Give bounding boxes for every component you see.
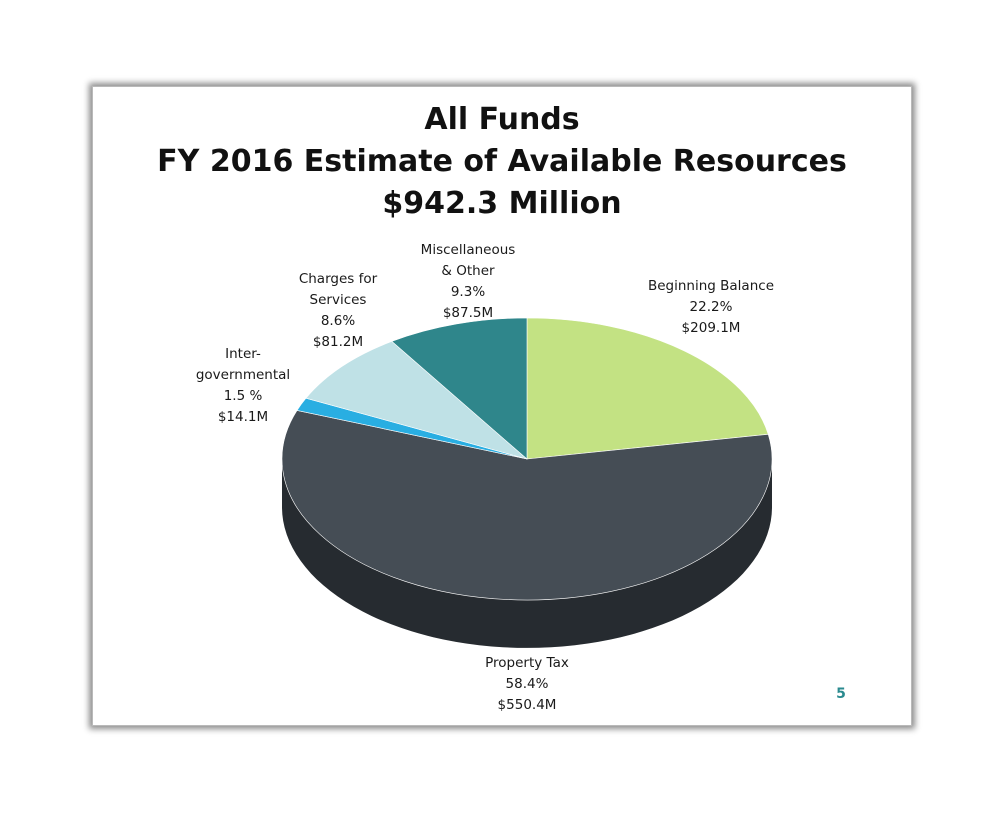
data-label-miscellaneous-other: Miscellaneous & Other 9.3% $87.5M	[421, 242, 516, 321]
data-label-charges-for-services: Charges for Services 8.6% $81.2M	[299, 271, 378, 350]
chart-title-line-2: FY 2016 Estimate of Available Resources	[157, 144, 847, 179]
pie-chart: Beginning Balance 22.2% $209.1M Property Ta…	[196, 242, 846, 713]
data-label-property-tax: Property Tax 58.4% $550.4M	[485, 655, 569, 713]
slide: All Funds FY 2016 Estimate of Available …	[92, 86, 912, 726]
pie-side-property-tax	[282, 459, 772, 648]
pie-slice-miscellaneous-other	[391, 317, 528, 460]
pie-slice-beginning-balance	[526, 317, 769, 460]
pie-rim-shade	[282, 459, 772, 648]
data-label-beginning-balance: Beginning Balance 22.2% $209.1M	[648, 278, 774, 336]
chart-title-line-3: $942.3 Million	[382, 186, 622, 221]
data-label-inter-governmental: Inter-governmental 1.5 % $14.1M	[196, 346, 290, 425]
page-number: 5	[836, 686, 846, 702]
pie-sides	[282, 459, 772, 648]
pie-labels: Beginning Balance 22.2% $209.1M Property Ta…	[196, 242, 774, 713]
pie-slices	[281, 317, 773, 601]
chart-title-line-1: All Funds	[424, 102, 580, 137]
pie-slice-property-tax	[281, 410, 773, 601]
pie-slice-charges-for-services	[305, 341, 528, 460]
